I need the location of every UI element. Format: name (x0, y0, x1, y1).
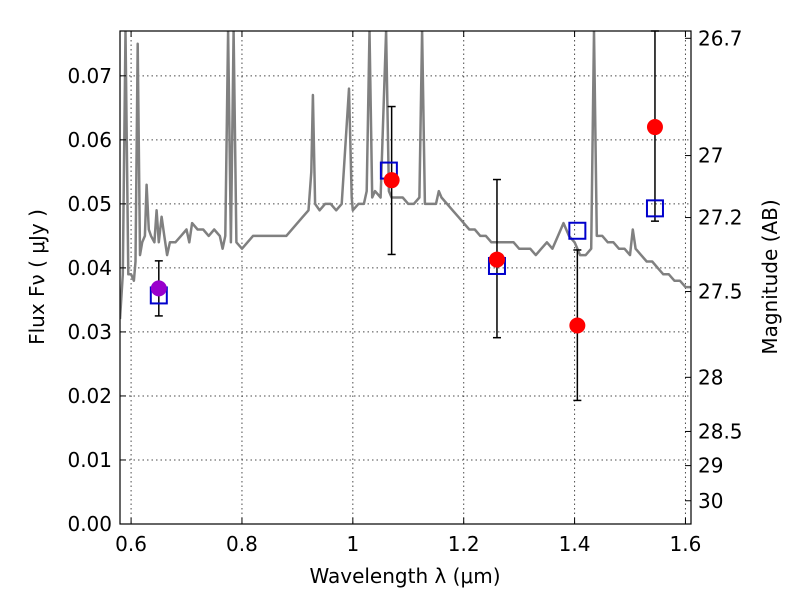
y-axis-label: Flux Fν ( μJy ) (25, 209, 49, 345)
right-tick-label: 30 (698, 489, 723, 513)
x-tick-label: 1 (346, 532, 359, 556)
axes: 0.6 0.8 1 1.2 1.4 1.6 0.00 0.01 0.02 0.03 0.04 0.05… (67, 26, 742, 556)
right-tick-label: 27 (698, 144, 723, 168)
x-tick-label: 1.4 (559, 532, 591, 556)
observed-flux-point (383, 172, 400, 189)
model-photometry-point (568, 221, 587, 240)
observed-flux-point (488, 251, 505, 268)
right-tick-label: 29 (698, 454, 723, 478)
plot-frame (119, 30, 692, 525)
observed-flux-point (646, 119, 663, 136)
y-tick-label: 0.05 (67, 192, 112, 216)
right-tick-label: 28.5 (698, 419, 743, 443)
y-tick-label: 0.00 (67, 512, 112, 536)
sed-model-line (120, 31, 691, 320)
x-tick-label: 0.6 (115, 532, 147, 556)
y-tick-label: 0.07 (67, 64, 112, 88)
x-tick-label: 1.2 (448, 532, 480, 556)
x-tick-label: 1.6 (670, 532, 702, 556)
model-photometry-point (645, 199, 664, 218)
y-tick-label: 0.06 (67, 128, 112, 152)
x-tick-label: 0.8 (226, 532, 258, 556)
grid (120, 31, 691, 525)
right-tick-label: 27.5 (698, 280, 743, 304)
y-tick-label: 0.01 (67, 448, 112, 472)
right-tick-label: 28 (698, 365, 723, 389)
y-tick-label: 0.02 (67, 384, 112, 408)
observed-flux-point (569, 317, 586, 334)
plot-area (120, 30, 691, 402)
y-tick-label: 0.03 (67, 320, 112, 344)
y-tick-label: 0.04 (67, 256, 112, 280)
observed-flux-point (150, 280, 167, 297)
right-tick-label: 26.7 (698, 26, 743, 50)
x-axis-label: Wavelength λ (μm) (309, 564, 500, 588)
right-axis-label: Magnitude (AB) (758, 199, 782, 354)
right-tick-label: 27.2 (698, 206, 743, 230)
